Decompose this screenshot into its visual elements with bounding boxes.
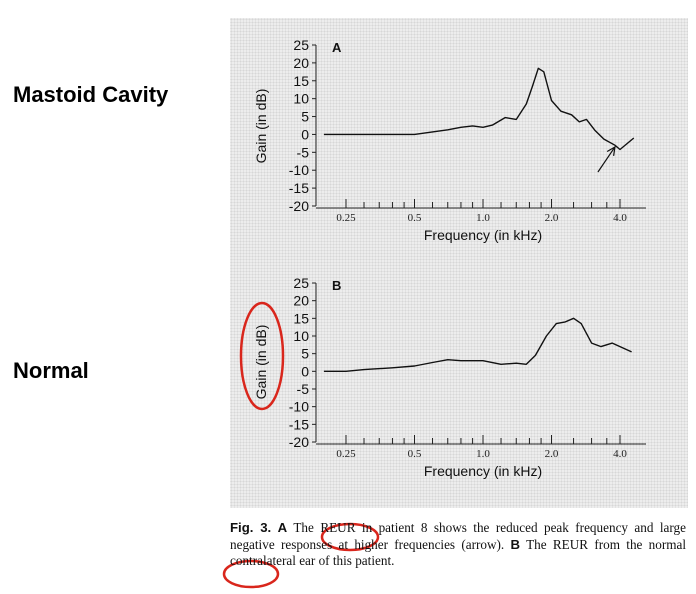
y-tick-label-a: 0 [301, 126, 309, 142]
y-tick-label-b: 15 [293, 310, 309, 326]
x-tick-label-a: 2.0 [545, 212, 559, 224]
x-tick-label-b: 1.0 [476, 448, 490, 460]
x-tick-label-b: 0.5 [408, 448, 422, 460]
y-tick-label-b: 0 [301, 363, 309, 379]
y-tick-label-b: 25 [293, 275, 309, 291]
caption-reur-2: REUR [552, 536, 589, 552]
y-tick-label-b: -20 [289, 434, 309, 450]
x-tick-label-a: 0.25 [336, 212, 356, 224]
x-axis-label-b: Frequency (in kHz) [424, 463, 542, 479]
highlight-ellipse-reur-1 [320, 522, 380, 552]
arrow-head [606, 145, 616, 156]
x-tick-label-a: 0.5 [408, 212, 422, 224]
y-tick-label-a: -15 [289, 180, 309, 196]
x-tick-label-b: 4.0 [613, 448, 627, 460]
caption-text-1: The [293, 520, 314, 535]
caption-text-3: The [526, 536, 547, 552]
y-tick-label-a: 15 [293, 73, 309, 89]
y-tick-label-b: -5 [297, 381, 310, 397]
caption-part-b-letter: B [510, 536, 521, 552]
caption-fig-label: Fig. 3. [230, 520, 272, 535]
side-label-normal: Normal [13, 358, 89, 383]
caption-text-2: in patient 8 shows the reduced peak freq… [230, 520, 687, 552]
y-tick-label-b: 10 [293, 328, 309, 344]
side-label-mastoid-cavity: Mastoid Cavity [13, 82, 169, 107]
panel-letter-b: B [332, 278, 341, 293]
y-tick-label-a: 25 [293, 37, 309, 53]
y-tick-label-a: 10 [293, 91, 309, 107]
figure-caption: Fig. 3. A The REUR in patient 8 shows th… [230, 520, 686, 570]
y-tick-label-a: -20 [289, 198, 309, 214]
y-tick-label-b: -15 [289, 416, 309, 432]
x-tick-label-b: 2.0 [545, 448, 559, 460]
panel-letter-a: A [332, 40, 342, 55]
y-tick-label-a: -10 [289, 162, 309, 178]
y-tick-label-a: 5 [301, 109, 309, 125]
highlight-ellipse-ylabel [239, 301, 285, 411]
arrow-annotation [597, 146, 616, 173]
y-axis-label-b: Gain (in dB) [253, 325, 269, 400]
y-tick-label-b: 5 [301, 346, 309, 362]
caption-text-4: from the normal contralateral ear of thi… [230, 536, 687, 569]
y-tick-label-a: -5 [297, 144, 310, 160]
x-tick-label-a: 1.0 [476, 212, 490, 224]
series-line-b [323, 317, 632, 372]
x-tick-label-a: 4.0 [613, 212, 627, 224]
x-axis-label-a: Frequency (in kHz) [424, 227, 542, 243]
highlight-ellipse-reur-2 [222, 559, 280, 589]
y-tick-label-b: 20 [293, 293, 309, 309]
caption-part-a-letter: A [277, 520, 288, 535]
series-line-a [323, 67, 635, 151]
x-tick-label-b: 0.25 [336, 448, 356, 460]
figure-panel-background [230, 18, 688, 508]
y-tick-label-b: -10 [289, 399, 309, 415]
caption-reur-1: REUR [320, 520, 356, 535]
y-axis-label-a: Gain (in dB) [253, 89, 269, 164]
y-tick-label-a: 20 [293, 55, 309, 71]
